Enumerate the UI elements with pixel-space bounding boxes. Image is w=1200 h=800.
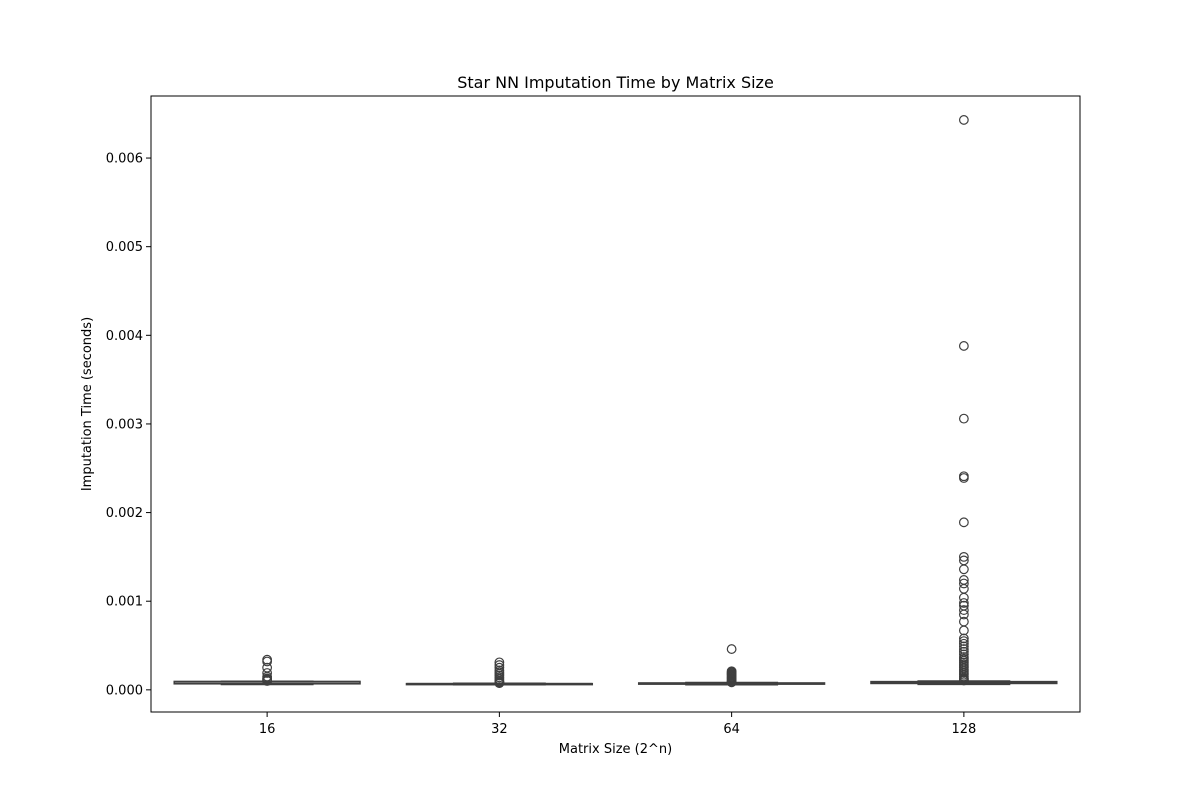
outlier-point <box>958 625 969 636</box>
outlier-point <box>958 641 969 652</box>
x-tick-label: 64 <box>723 722 740 737</box>
outlier-point <box>958 592 969 603</box>
outlier-point <box>262 668 273 678</box>
outlier-point <box>262 656 273 667</box>
marks-layer <box>173 115 1058 689</box>
outlier-point <box>958 633 969 644</box>
outlier-point <box>958 578 969 589</box>
y-tick-label: 0.005 <box>106 240 143 255</box>
outlier-point <box>958 341 969 351</box>
y-tick-label: 0.006 <box>106 152 143 167</box>
box-group-64 <box>637 644 826 688</box>
outlier-point <box>958 636 969 646</box>
outlier-point <box>958 675 969 686</box>
outlier-point <box>958 638 969 649</box>
outlier-point <box>958 605 969 615</box>
outlier-point <box>262 676 273 686</box>
y-tick-label: 0.004 <box>106 329 143 344</box>
outlier-point <box>958 413 969 424</box>
y-axis: 0.000 0.001 0.002 0.003 0.004 0.005 0.006 <box>106 152 151 698</box>
x-tick-label: 32 <box>491 722 508 737</box>
outlier-point <box>958 649 969 660</box>
outlier-point <box>958 517 969 528</box>
outlier-point <box>726 677 737 688</box>
outlier-point <box>958 115 969 125</box>
outlier-point <box>494 657 505 668</box>
outlier-point <box>494 678 505 689</box>
plot-frame <box>150 95 1081 713</box>
x-axis: 16 32 64 128 <box>259 712 976 737</box>
box-group-128 <box>870 115 1058 686</box>
chart-title: Star NN Imputation Time by Matrix Size <box>457 73 774 92</box>
outlier-point <box>958 473 969 483</box>
outlier-point <box>958 551 969 562</box>
box-group-32 <box>405 657 594 689</box>
outlier-point <box>958 644 969 654</box>
y-tick-label: 0.003 <box>106 417 143 432</box>
outlier-point <box>494 662 505 673</box>
box-group-16 <box>173 654 361 686</box>
x-tick-label: 128 <box>951 722 976 737</box>
y-tick-label: 0.002 <box>106 506 143 521</box>
y-tick-label: 0.001 <box>106 595 143 610</box>
y-tick-label: 0.000 <box>106 683 143 698</box>
outlier-point <box>958 598 969 608</box>
x-tick-label: 16 <box>259 722 276 737</box>
y-axis-label: Imputation Time (seconds) <box>80 317 95 491</box>
x-axis-label: Matrix Size (2^n) <box>559 742 672 757</box>
outlier-point <box>958 609 969 620</box>
outlier-point <box>958 564 969 575</box>
outlier-point <box>726 644 737 654</box>
